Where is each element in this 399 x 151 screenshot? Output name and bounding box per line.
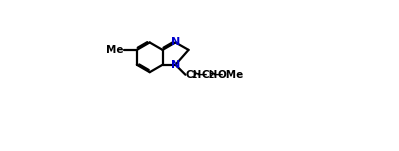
Text: CH: CH	[186, 70, 202, 80]
Text: OMe: OMe	[218, 70, 244, 80]
Text: 2: 2	[192, 71, 197, 80]
Text: CH: CH	[201, 70, 218, 80]
Text: 2: 2	[208, 71, 213, 80]
Text: N: N	[171, 37, 180, 47]
Text: —: —	[196, 70, 207, 80]
Text: Me: Me	[107, 45, 124, 55]
Text: N: N	[171, 60, 180, 70]
Text: —: —	[213, 70, 223, 80]
